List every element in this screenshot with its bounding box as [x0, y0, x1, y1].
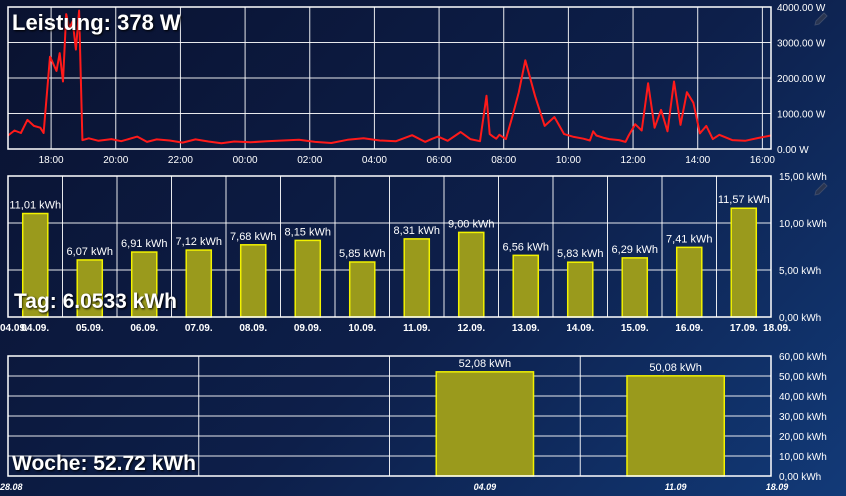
- week-y-tick-label: 10,00 kWh: [779, 452, 827, 463]
- day-x-tick-label: 10.09.: [348, 323, 376, 334]
- day-data-label: 5,85 kWh: [339, 248, 385, 260]
- day-data-label: 5,83 kWh: [557, 248, 603, 260]
- day-data-label: 6,29 kWh: [612, 244, 658, 256]
- week-y-tick-label: 40,00 kWh: [779, 392, 827, 403]
- power-y-tick-label: 1000.00 W: [777, 110, 826, 121]
- week-y-tick-label: 60,00 kWh: [779, 352, 827, 363]
- day-bar: [348, 261, 376, 318]
- day-x-tick-label: 06.09.: [130, 323, 158, 334]
- day-bar: [403, 238, 431, 318]
- day-y-tick-label: 5,00 kWh: [779, 266, 821, 277]
- week-bar: [435, 371, 535, 477]
- day-title: Tag: 6.0533 kWh: [14, 290, 177, 313]
- power-x-tick-label: 08:00: [491, 155, 516, 166]
- power-x-tick-label: 16:00: [750, 155, 775, 166]
- week-x-edge-label: 28.08: [0, 482, 23, 492]
- day-x-edge-label: 18.09.: [763, 323, 791, 334]
- power-y-tick-label: 2000.00 W: [777, 74, 826, 85]
- power-x-tick-label: 22:00: [168, 155, 193, 166]
- power-x-tick-label: 02:00: [297, 155, 322, 166]
- power-x-tick-label: 20:00: [103, 155, 128, 166]
- power-x-tick-label: 10:00: [556, 155, 581, 166]
- day-bar: [239, 244, 267, 318]
- day-data-label: 6,91 kWh: [121, 238, 167, 250]
- day-bar: [21, 212, 49, 318]
- pencil-icon[interactable]: [812, 180, 830, 198]
- day-x-tick-label: 16.09.: [675, 323, 703, 334]
- day-x-tick-label: 17.09.: [730, 323, 758, 334]
- day-bar: [730, 207, 758, 318]
- day-data-label: 11,01 kWh: [9, 200, 61, 212]
- day-plot-area: [7, 175, 772, 318]
- day-bar: [566, 261, 594, 318]
- week-data-label: 50,08 kWh: [649, 362, 702, 374]
- power-chart-ticks: 4000.00 W 3000.00 W 2000.00 W 1000.00 W 0.00…: [39, 3, 826, 166]
- week-plot-area: [7, 355, 772, 477]
- power-x-tick-label: 04:00: [362, 155, 387, 166]
- week-y-tick-label: 30,00 kWh: [779, 412, 827, 423]
- day-x-tick-label: 14.09.: [566, 323, 594, 334]
- day-data-label: 8,15 kWh: [285, 226, 331, 238]
- day-data-label: 6,56 kWh: [503, 241, 549, 253]
- day-chart-bars: [21, 207, 758, 318]
- week-bar: [626, 375, 726, 477]
- power-y-tick-label: 0.00 W: [777, 145, 809, 156]
- week-data-label: 52,08 kWh: [459, 358, 512, 370]
- week-title: Woche: 52.72 kWh: [12, 452, 196, 475]
- day-bar: [130, 251, 158, 318]
- pencil-icon[interactable]: [812, 10, 830, 28]
- power-x-tick-label: 00:00: [233, 155, 258, 166]
- week-y-tick-label: 20,00 kWh: [779, 432, 827, 443]
- day-x-tick-label: 15.09.: [621, 323, 649, 334]
- power-x-tick-label: 12:00: [621, 155, 646, 166]
- day-bar: [675, 246, 703, 318]
- day-data-label: 9,00 kWh: [448, 218, 494, 230]
- power-plot-area: [7, 6, 772, 150]
- day-bar: [621, 257, 649, 318]
- week-chart-bars: [435, 371, 726, 477]
- day-bar: [185, 249, 213, 318]
- day-y-tick-label: 0,00 kWh: [779, 313, 821, 324]
- day-data-label: 11,57 kWh: [718, 194, 770, 206]
- power-title: Leistung: 378 W: [12, 10, 181, 35]
- power-x-tick-label: 14:00: [685, 155, 710, 166]
- day-bar: [294, 239, 322, 318]
- day-x-tick-label: 07.09.: [185, 323, 213, 334]
- day-x-edge-label: 04.09.: [0, 323, 28, 334]
- power-y-tick-label: 4000.00 W: [777, 3, 826, 14]
- day-data-label: 6,07 kWh: [67, 246, 113, 258]
- power-y-tick-label: 3000.00 W: [777, 39, 826, 50]
- day-data-label: 7,12 kWh: [176, 236, 222, 248]
- day-data-label: 8,31 kWh: [394, 225, 440, 237]
- day-data-label: 7,41 kWh: [666, 233, 712, 245]
- day-chart-ticks: 15,00 kWh 10,00 kWh 5,00 kWh 0,00 kWh 04.09.…: [0, 172, 827, 334]
- week-x-tick-label: 04.09: [474, 482, 497, 492]
- day-y-tick-label: 10,00 kWh: [779, 219, 827, 230]
- day-bar: [512, 254, 540, 318]
- day-x-tick-label: 11.09.: [403, 323, 430, 334]
- day-x-tick-label: 12.09.: [457, 323, 485, 334]
- day-x-tick-label: 09.09.: [294, 323, 322, 334]
- week-y-tick-label: 50,00 kWh: [779, 372, 827, 383]
- week-y-tick-label: 0,00 kWh: [779, 472, 821, 483]
- day-bar: [457, 231, 485, 318]
- day-x-tick-label: 13.09.: [512, 323, 540, 334]
- day-x-tick-label: 04.09.: [21, 323, 49, 334]
- power-line: [7, 9, 772, 145]
- week-chart-ticks: 60,00 kWh 50,00 kWh 40,00 kWh 30,00 kWh 20,0…: [0, 352, 827, 492]
- day-x-tick-label: 08.09.: [239, 323, 267, 334]
- week-x-edge-label: 18.09: [766, 482, 789, 492]
- day-y-tick-label: 15,00 kWh: [779, 172, 827, 183]
- week-x-tick-label: 11.09: [665, 482, 687, 492]
- day-x-tick-label: 05.09.: [76, 323, 104, 334]
- power-x-tick-label: 18:00: [39, 155, 64, 166]
- day-data-label: 7,68 kWh: [230, 231, 276, 243]
- power-x-tick-label: 06:00: [427, 155, 452, 166]
